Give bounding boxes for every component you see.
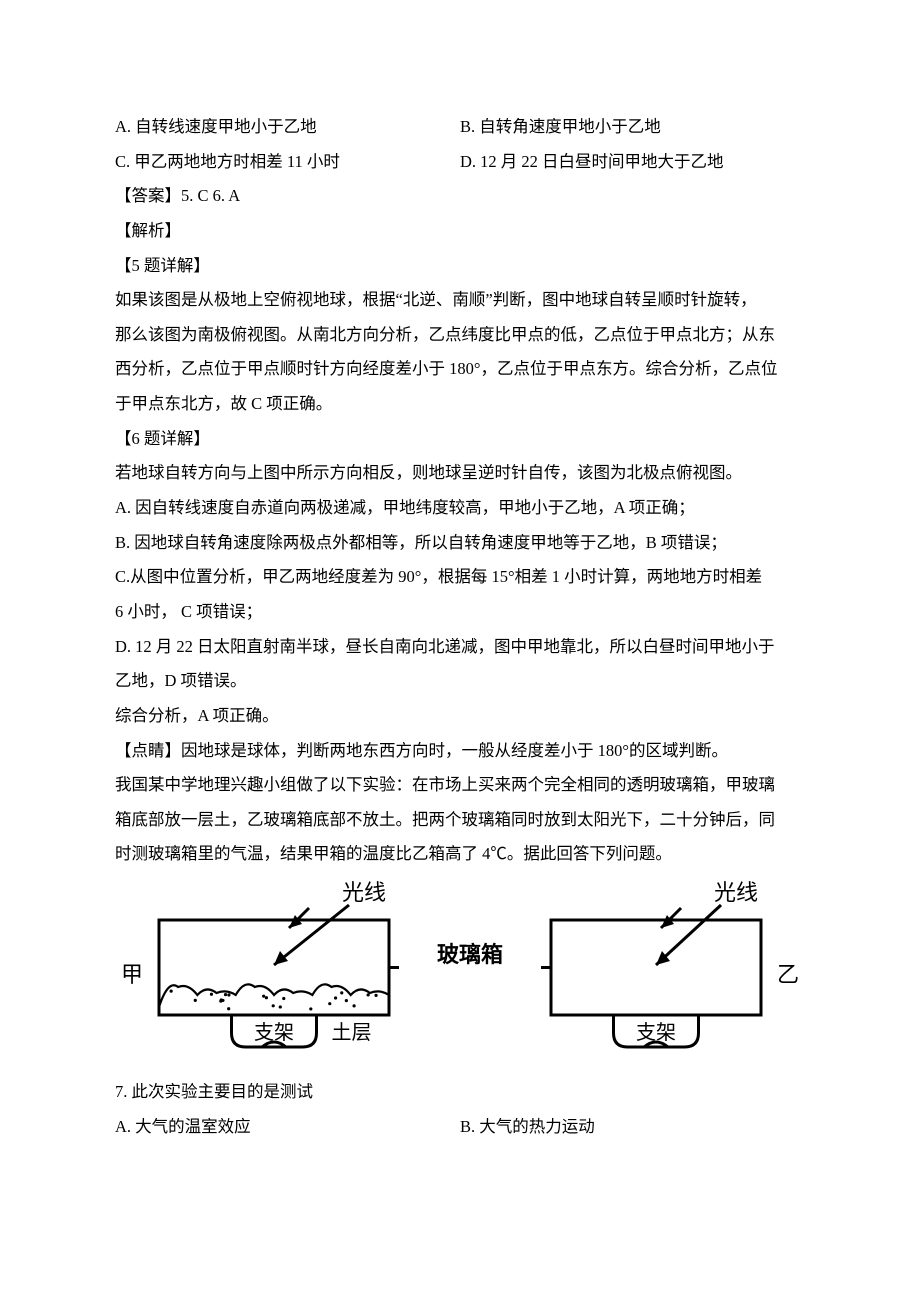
q7-option-a: A. 大气的温室效应 bbox=[115, 1110, 460, 1145]
q6-body-line: B. 因地球自转角速度除两极点外都相等，所以自转角速度甲地等于乙地，B 项错误； bbox=[115, 526, 805, 561]
option-c: C. 甲乙两地地方时相差 11 小时 bbox=[115, 145, 460, 180]
q6-body-line: 6 小时， C 项错误； bbox=[115, 595, 805, 630]
experiment-line: 我国某中学地理兴趣小组做了以下实验：在市场上买来两个完全相同的透明玻璃箱，甲玻璃 bbox=[115, 768, 805, 803]
diagram-right-label: 乙 bbox=[777, 952, 799, 998]
document-page: A. 自转线速度甲地小于乙地 B. 自转角速度甲地小于乙地 C. 甲乙两地地方时… bbox=[0, 0, 920, 1204]
experiment-diagram: 甲 光线支架土层 玻璃箱 光线支架 乙 bbox=[115, 880, 805, 1070]
svg-text:土层: 土层 bbox=[332, 1021, 372, 1044]
q5-body-line: 如果该图是从极地上空俯视地球，根据“北逆、南顺”判断，图中地球自转呈顺时针旋转， bbox=[115, 283, 805, 318]
q5-header: 【5 题详解】 bbox=[115, 249, 805, 284]
q6-body-line: D. 12 月 22 日太阳直射南半球，昼长自南向北递减，图中甲地靠北，所以白昼… bbox=[115, 630, 805, 665]
svg-text:光线: 光线 bbox=[342, 880, 386, 905]
q7-option-b: B. 大气的热力运动 bbox=[460, 1110, 805, 1145]
option-b: B. 自转角速度甲地小于乙地 bbox=[460, 110, 805, 145]
q6-body-line: A. 因自转线速度自赤道向两极递减，甲地纬度较高，甲地小于乙地，A 项正确； bbox=[115, 491, 805, 526]
glass-box-left-svg: 光线支架 土层 bbox=[149, 880, 399, 1070]
prev-question-options-row1: A. 自转线速度甲地小于乙地 B. 自转角速度甲地小于乙地 bbox=[115, 110, 805, 145]
svg-text:光线: 光线 bbox=[714, 880, 758, 905]
q6-body-line: 乙地，D 项错误。 bbox=[115, 664, 805, 699]
q6-body-line: 若地球自转方向与上图中所示方向相反，则地球呈逆时针自传，该图为北极点俯视图。 bbox=[115, 456, 805, 491]
q5-body-line: 那么该图为南极俯视图。从南北方向分析，乙点纬度比甲点的低，乙点位于甲点北方；从东 bbox=[115, 318, 805, 353]
analysis-header: 【解析】 bbox=[115, 214, 805, 249]
diagram-right-cell: 光线支架 乙 bbox=[541, 880, 805, 1070]
svg-text:支架: 支架 bbox=[636, 1021, 676, 1044]
diagram-center-label: 玻璃箱 bbox=[437, 932, 503, 978]
experiment-line: 箱底部放一层土，乙玻璃箱底部不放土。把两个玻璃箱同时放到太阳光下，二十分钟后，同 bbox=[115, 803, 805, 838]
q6-body-line: C.从图中位置分析，甲乙两地经度差为 90°，根据每 15°相差 1 小时计算，… bbox=[115, 560, 805, 595]
diagram-left-label: 甲 bbox=[121, 952, 143, 998]
option-d: D. 12 月 22 日白昼时间甲地大于乙地 bbox=[460, 145, 805, 180]
prev-question-options-row2: C. 甲乙两地地方时相差 11 小时 D. 12 月 22 日白昼时间甲地大于乙… bbox=[115, 145, 805, 180]
answer-line: 【答案】5. C 6. A bbox=[115, 179, 805, 214]
q6-header: 【6 题详解】 bbox=[115, 422, 805, 457]
q6-body-line: 综合分析，A 项正确。 bbox=[115, 699, 805, 734]
diagram-left-cell: 甲 光线支架 土层 bbox=[115, 880, 399, 1070]
q7-stem: 7. 此次实验主要目的是测试 bbox=[115, 1075, 805, 1110]
glass-box-right-svg: 光线支架 bbox=[541, 880, 771, 1070]
q7-options-row: A. 大气的温室效应 B. 大气的热力运动 bbox=[115, 1110, 805, 1145]
tip-line: 【点睛】因地球是球体，判断两地东西方向时，一般从经度差小于 180°的区域判断。 bbox=[115, 734, 805, 769]
experiment-line: 时测玻璃箱里的气温，结果甲箱的温度比乙箱高了 4℃。据此回答下列问题。 bbox=[115, 837, 805, 872]
q5-body-line: 西分析，乙点位于甲点顺时针方向经度差小于 180°，乙点位于甲点东方。综合分析，… bbox=[115, 352, 805, 387]
svg-text:支架: 支架 bbox=[254, 1021, 294, 1044]
option-a: A. 自转线速度甲地小于乙地 bbox=[115, 110, 460, 145]
q5-body-line: 于甲点东北方，故 C 项正确。 bbox=[115, 387, 805, 422]
